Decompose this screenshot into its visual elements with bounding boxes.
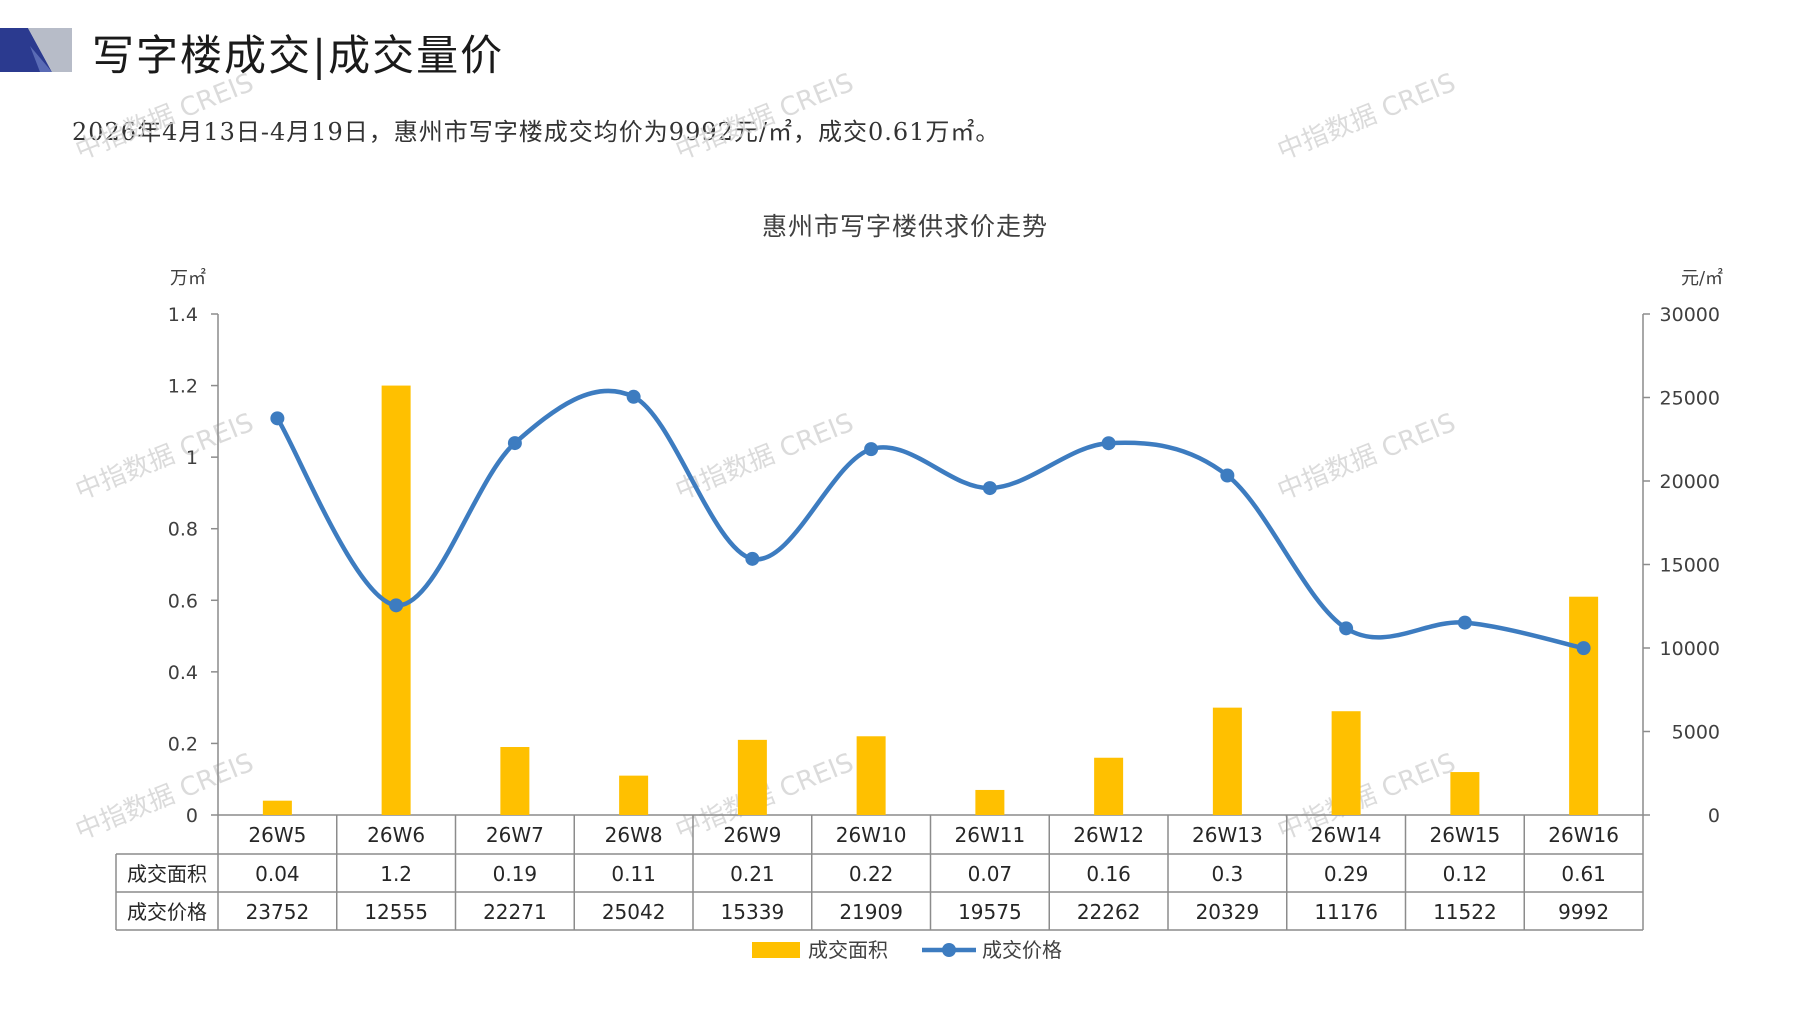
watermark-text: 中指数据 CREIS xyxy=(71,748,258,847)
table-value: 0.16 xyxy=(1086,862,1131,886)
table-value: 0.21 xyxy=(730,862,775,886)
bar-26W12 xyxy=(1094,757,1124,815)
logo-icon xyxy=(0,28,72,72)
table-value: 19575 xyxy=(958,900,1022,924)
table-value: 23752 xyxy=(246,900,310,924)
bar-26W5 xyxy=(262,800,292,815)
bar-26W15 xyxy=(1450,772,1480,815)
line-series xyxy=(270,388,1591,656)
left-tick-label: 0.6 xyxy=(168,590,198,612)
table-value: 21909 xyxy=(839,900,903,924)
category-label: 26W13 xyxy=(1192,823,1263,847)
table-value: 11176 xyxy=(1314,900,1378,924)
table-value: 0.12 xyxy=(1443,862,1488,886)
price-point-26W7 xyxy=(507,436,522,451)
data-table: 26W5 26W6 26W7 26W8 26W9 26W10 26W11 26W12 26W13… xyxy=(115,815,1644,931)
legend: 成交面积 成交价格 xyxy=(752,938,1062,962)
table-value: 22262 xyxy=(1077,900,1141,924)
price-line xyxy=(275,388,1585,651)
watermark-text: 中指数据 CREIS xyxy=(671,68,858,167)
price-point-26W11 xyxy=(982,481,997,496)
category-label: 26W5 xyxy=(248,823,306,847)
table-value: 0.3 xyxy=(1211,862,1243,886)
table-value: 15339 xyxy=(721,900,785,924)
left-tick-label: 0 xyxy=(186,805,198,827)
table-value: 0.07 xyxy=(968,862,1013,886)
watermark-text: 中指数据 CREIS xyxy=(1273,408,1460,507)
watermark-text: 中指数据 CREIS xyxy=(71,408,258,507)
right-tick-label: 25000 xyxy=(1660,388,1720,410)
table-value: 1.2 xyxy=(380,862,412,886)
price-point-26W16 xyxy=(1576,641,1591,656)
page-title: 写字楼成交|成交量价 xyxy=(92,31,505,80)
table-value: 0.29 xyxy=(1324,862,1369,886)
bar-26W9 xyxy=(737,739,767,815)
category-label: 26W9 xyxy=(723,823,781,847)
left-tick-label: 1.4 xyxy=(168,304,198,326)
bar-26W16 xyxy=(1569,596,1599,815)
table-series-name: 成交价格 xyxy=(127,900,207,924)
left-tick-label: 0.8 xyxy=(168,519,198,541)
bar-26W10 xyxy=(856,736,886,815)
right-tick-label: 20000 xyxy=(1660,471,1720,493)
right-tick-label: 0 xyxy=(1708,805,1720,827)
table-value: 0.19 xyxy=(493,862,538,886)
bar-26W13 xyxy=(1212,707,1242,815)
category-label: 26W12 xyxy=(1073,823,1144,847)
table-series-name: 成交面积 xyxy=(127,862,207,886)
category-label: 26W14 xyxy=(1311,823,1382,847)
price-point-26W8 xyxy=(626,389,641,404)
right-axis-unit: 元/㎡ xyxy=(1681,267,1723,289)
legend-label: 成交价格 xyxy=(982,938,1062,962)
table-value: 22271 xyxy=(483,900,547,924)
table-value: 0.11 xyxy=(611,862,656,886)
price-point-26W14 xyxy=(1339,621,1354,636)
right-tick-label: 10000 xyxy=(1660,638,1720,660)
watermark-text: 中指数据 CREIS xyxy=(71,68,258,167)
price-point-26W9 xyxy=(745,551,760,566)
table-value: 9992 xyxy=(1558,900,1609,924)
table-value: 0.22 xyxy=(849,862,894,886)
table-value: 0.04 xyxy=(255,862,300,886)
right-tick-label: 5000 xyxy=(1672,722,1720,744)
table-value: 25042 xyxy=(602,900,666,924)
left-tick-label: 0.2 xyxy=(168,733,198,755)
table-value: 0.61 xyxy=(1561,862,1606,886)
chart-title: 惠州市写字楼供求价走势 xyxy=(762,212,1048,241)
legend-label: 成交面积 xyxy=(808,938,888,962)
category-label: 26W6 xyxy=(367,823,425,847)
summary-text: 2026年4月13日-4月19日，惠州市写字楼成交均价为9992元/㎡，成交0.… xyxy=(72,118,1001,146)
price-point-26W10 xyxy=(864,442,879,457)
right-tick-label: 30000 xyxy=(1660,304,1720,326)
category-label: 26W15 xyxy=(1430,823,1501,847)
left-tick-label: 1 xyxy=(186,447,198,469)
legend-swatch-bar xyxy=(752,942,800,958)
bar-26W7 xyxy=(500,747,530,815)
category-label: 26W7 xyxy=(486,823,544,847)
category-label: 26W11 xyxy=(955,823,1026,847)
category-label: 26W16 xyxy=(1548,823,1619,847)
price-point-26W5 xyxy=(270,411,285,426)
left-tick-label: 0.4 xyxy=(168,662,198,684)
header: 写字楼成交|成交量价 xyxy=(0,18,700,80)
category-label: 26W10 xyxy=(836,823,907,847)
watermark-text: 中指数据 CREIS xyxy=(1273,68,1460,167)
left-tick-label: 1.2 xyxy=(168,376,198,398)
price-point-26W13 xyxy=(1220,468,1235,483)
category-label: 26W8 xyxy=(605,823,663,847)
price-point-26W12 xyxy=(1101,436,1116,451)
bar-26W8 xyxy=(619,775,649,815)
left-axis-unit: 万㎡ xyxy=(170,267,206,289)
legend-swatch-marker xyxy=(942,943,956,957)
right-tick-label: 15000 xyxy=(1660,555,1720,577)
price-point-26W15 xyxy=(1457,615,1472,630)
watermark-layer: 中指数据 CREIS 中指数据 CREIS 中指数据 CREIS 中指数据 CREIS… xyxy=(71,68,1460,847)
table-value: 11522 xyxy=(1433,900,1497,924)
table-value: 12555 xyxy=(364,900,428,924)
bar-26W11 xyxy=(975,789,1005,815)
bar-26W14 xyxy=(1331,711,1361,815)
price-point-26W6 xyxy=(389,598,404,613)
table-value: 20329 xyxy=(1196,900,1260,924)
